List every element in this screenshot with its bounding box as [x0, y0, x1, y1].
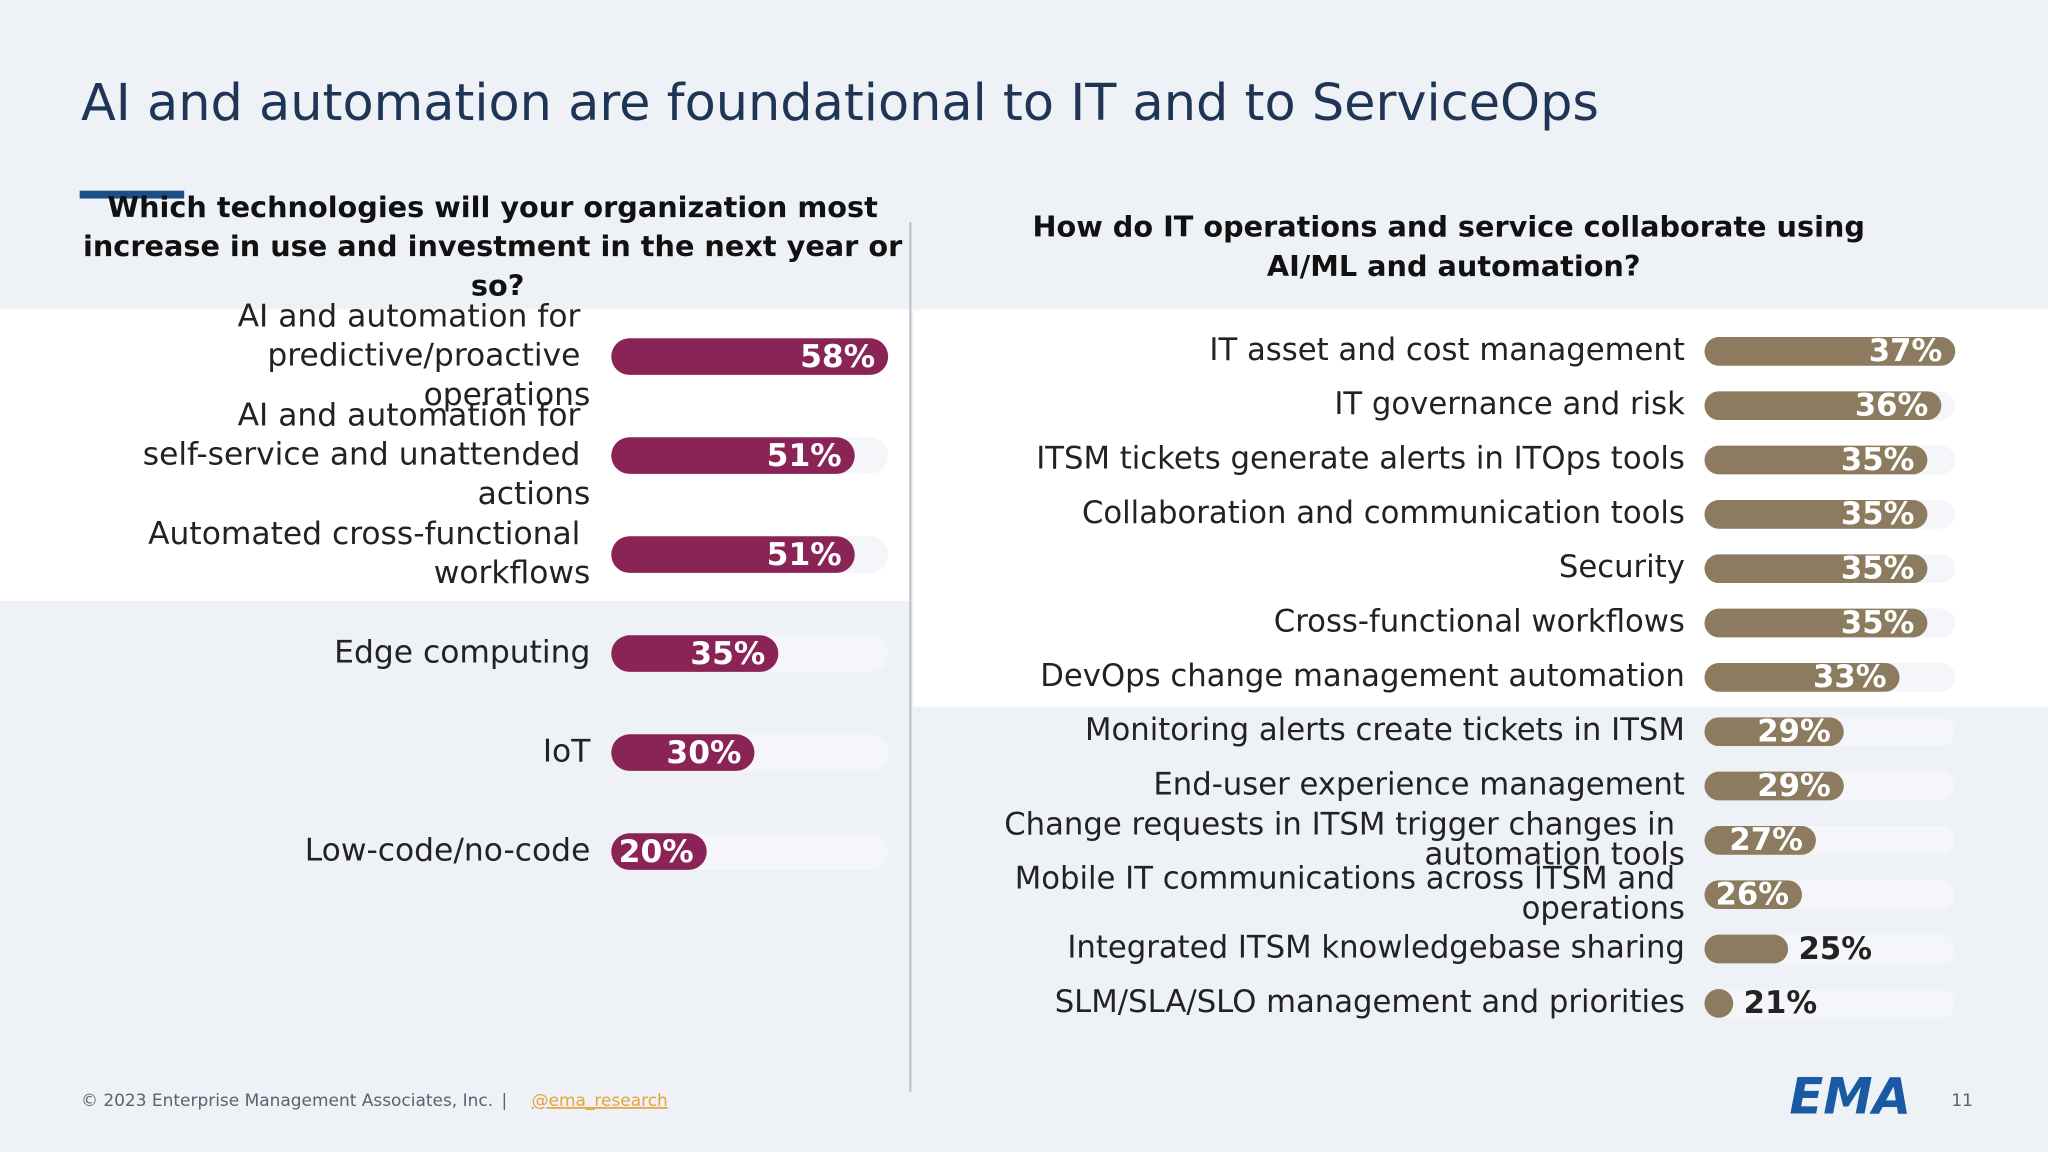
category-label: IT asset and cost management: [1209, 333, 1684, 368]
bar: [1704, 880, 1803, 910]
value-label: 35%: [1841, 551, 1914, 586]
category-label: Collaboration and communication tools: [1082, 496, 1685, 531]
bar: [611, 833, 707, 870]
page-number: 11: [1951, 1091, 1973, 1111]
category-label: AI and automation for self-service and u…: [143, 397, 591, 511]
bar: [1704, 554, 1928, 584]
value-label: 33%: [1813, 660, 1886, 695]
category-label: SLM/SLA/SLO management and priorities: [1055, 985, 1685, 1020]
separator: |: [502, 1091, 508, 1111]
value-label: 21%: [1744, 986, 1817, 1021]
bar-track: [1704, 988, 1956, 1018]
value-label: 20%: [619, 834, 694, 870]
bar: [1704, 825, 1816, 855]
value-label: 35%: [1841, 497, 1914, 532]
category-label: Low-code/no-code: [305, 833, 591, 869]
value-label: 29%: [1757, 714, 1830, 749]
category-label: Change requests in ITSM trigger changes …: [1004, 807, 1685, 872]
category-label: Monitoring alerts create tickets in ITSM: [1085, 713, 1685, 748]
bar: [1704, 662, 1900, 692]
chart-subtitle: How do IT operations and service collabo…: [1033, 210, 1875, 283]
value-label: 35%: [1841, 606, 1914, 641]
category-label: DevOps change management automation: [1040, 659, 1685, 694]
bar: [1704, 988, 1734, 1018]
category-label: IoT: [543, 734, 591, 770]
value-label: 58%: [800, 339, 875, 375]
value-label: 27%: [1729, 823, 1802, 858]
category-label: Security: [1559, 550, 1685, 585]
value-label: 29%: [1757, 769, 1830, 804]
category-label: AI and automation for predictive/proacti…: [238, 298, 591, 412]
value-label: 51%: [767, 438, 842, 474]
value-label: 51%: [767, 537, 842, 573]
category-label: Mobile IT communications across ITSM and…: [1015, 861, 1685, 926]
copyright: © 2023 Enterprise Management Associates,…: [81, 1091, 493, 1111]
category-label: Integrated ITSM knowledgebase sharing: [1067, 931, 1685, 966]
bar: [1704, 608, 1928, 638]
value-label: 36%: [1855, 388, 1928, 423]
slide-title: AI and automation are foundational to IT…: [81, 74, 1599, 133]
bar: [611, 536, 855, 573]
accent-line: [79, 190, 185, 199]
bar: [1704, 499, 1928, 529]
bar: [611, 437, 855, 474]
value-label: 37%: [1869, 334, 1942, 369]
category-label: Edge computing: [334, 635, 590, 671]
category-label: IT governance and risk: [1334, 387, 1685, 422]
handle-link[interactable]: @ema_research: [532, 1091, 668, 1111]
bar: [611, 635, 779, 672]
category-label: ITSM tickets generate alerts in ITOps to…: [1036, 442, 1685, 477]
value-label: 35%: [1841, 443, 1914, 478]
value-label: 35%: [690, 636, 765, 672]
value-label: 25%: [1799, 932, 1872, 967]
bar: [1704, 445, 1928, 475]
bar: [1704, 391, 1942, 421]
bar: [1704, 717, 1844, 747]
category-label: End-user experience management: [1153, 768, 1685, 803]
bar: [611, 338, 889, 375]
bar: [1704, 771, 1844, 801]
category-label: Cross-functional workflows: [1274, 605, 1685, 640]
bar: [1704, 336, 1956, 366]
bar: [1704, 934, 1789, 964]
logo: EMA: [1789, 1067, 1911, 1125]
category-label: Automated cross-functional workflows: [148, 516, 590, 591]
value-label: 30%: [666, 735, 741, 771]
value-label: 26%: [1715, 878, 1788, 913]
bar: [611, 734, 755, 771]
chart-subtitle: Which technologies will your organizatio…: [83, 190, 912, 302]
